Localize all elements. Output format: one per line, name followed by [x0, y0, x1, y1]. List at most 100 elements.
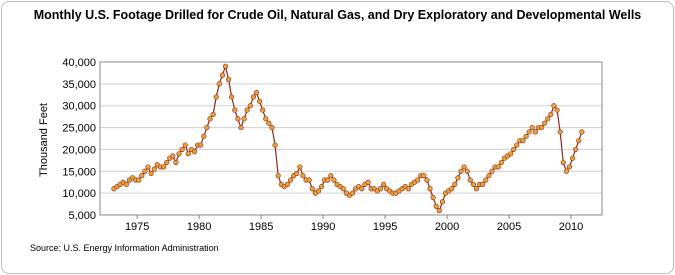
data-point: [573, 146, 579, 153]
data-line: [113, 64, 583, 212]
data-point: [145, 164, 151, 170]
data-point: [377, 186, 384, 192]
y-tick-label: 5,000: [68, 210, 96, 222]
data-point: [340, 186, 346, 192]
data-point: [495, 164, 501, 170]
data-point: [331, 177, 337, 183]
data-point: [173, 159, 179, 166]
data-point: [328, 173, 334, 179]
data-point: [473, 186, 480, 192]
data-point: [554, 107, 560, 113]
data-point: [470, 181, 477, 187]
data-point: [294, 170, 300, 177]
data-point: [216, 81, 222, 87]
data-point: [520, 138, 526, 144]
data-point: [201, 133, 207, 139]
data-point: [579, 129, 585, 135]
data-point: [526, 129, 532, 135]
data-point: [244, 107, 250, 113]
data-point: [219, 72, 226, 78]
data-point: [204, 124, 210, 131]
data-point: [260, 107, 266, 113]
data-point: [235, 116, 241, 122]
data-point: [359, 186, 365, 192]
data-point: [164, 159, 170, 166]
data-point: [464, 168, 470, 174]
data-point: [253, 89, 260, 96]
data-point: [256, 98, 263, 104]
x-tick-label: 1975: [125, 221, 149, 233]
data-point: [439, 199, 446, 205]
data-point: [142, 168, 148, 174]
y-tick-label: 40,000: [62, 57, 96, 69]
y-tick-label: 30,000: [62, 101, 96, 113]
data-point: [160, 164, 167, 170]
data-point: [191, 149, 198, 155]
data-point: [498, 159, 504, 166]
data-point: [380, 181, 387, 187]
data-point: [511, 146, 517, 153]
y-tick-label: 15,000: [62, 166, 96, 178]
data-point: [136, 177, 142, 183]
x-tick-label: 2010: [559, 221, 583, 233]
data-point: [238, 124, 244, 131]
x-tick-label: 2000: [435, 221, 459, 233]
data-point: [222, 63, 229, 69]
data-point: [349, 190, 356, 196]
data-point: [148, 170, 154, 177]
data-point: [306, 177, 312, 183]
y-tick-label: 20,000: [62, 144, 96, 156]
data-point: [480, 181, 486, 187]
data-point: [424, 177, 430, 183]
data-point: [123, 181, 129, 187]
data-point: [430, 194, 436, 201]
x-tick-label: 1995: [373, 221, 397, 233]
y-tick-label: 35,000: [62, 79, 96, 91]
data-point: [514, 142, 520, 148]
x-tick-label: 1985: [249, 221, 273, 233]
data-point: [566, 164, 573, 170]
source-note: Source: U.S. Energy Information Administ…: [30, 243, 219, 253]
data-point: [309, 186, 315, 192]
data-point: [529, 124, 535, 131]
data-point: [449, 186, 455, 192]
data-point: [207, 116, 213, 122]
y-axis-label: Thousand Feet: [38, 103, 50, 177]
data-point: [225, 76, 232, 83]
data-point: [467, 177, 473, 183]
data-point: [185, 151, 191, 157]
data-point: [318, 183, 325, 190]
data-point: [405, 186, 411, 192]
data-point: [241, 116, 247, 122]
data-point: [284, 181, 291, 187]
data-point: [542, 120, 548, 126]
data-point: [229, 94, 235, 100]
data-point: [421, 173, 427, 179]
data-point: [210, 111, 216, 118]
y-tick-label: 25,000: [62, 123, 96, 135]
chart-title: Monthly U.S. Footage Drilled for Crude O…: [33, 8, 642, 22]
data-point: [532, 129, 538, 135]
y-tick-label: 10,000: [62, 188, 96, 200]
data-point: [315, 188, 322, 194]
x-tick-label: 2005: [497, 221, 521, 233]
data-point: [436, 208, 442, 214]
data-point: [170, 153, 176, 159]
data-point: [427, 186, 433, 192]
data-point: [455, 175, 461, 181]
data-point: [365, 179, 371, 185]
data-point: [458, 168, 464, 174]
data-point: [151, 166, 157, 172]
data-point: [250, 94, 256, 100]
data-point: [275, 173, 281, 179]
data-point: [247, 103, 253, 109]
data-point: [489, 168, 495, 174]
data-point: [297, 164, 303, 170]
data-point: [213, 94, 219, 100]
data-point: [182, 142, 188, 148]
data-point: [563, 168, 569, 174]
data-point: [176, 151, 182, 157]
